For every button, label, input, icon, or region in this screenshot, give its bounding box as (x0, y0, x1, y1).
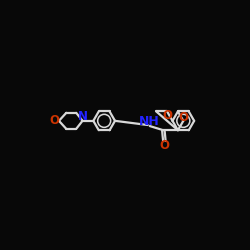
Text: O: O (178, 110, 188, 124)
Text: O: O (50, 114, 59, 127)
Text: O: O (160, 139, 170, 152)
Text: NH: NH (138, 115, 159, 128)
Text: O: O (162, 109, 172, 122)
Text: N: N (78, 110, 88, 123)
